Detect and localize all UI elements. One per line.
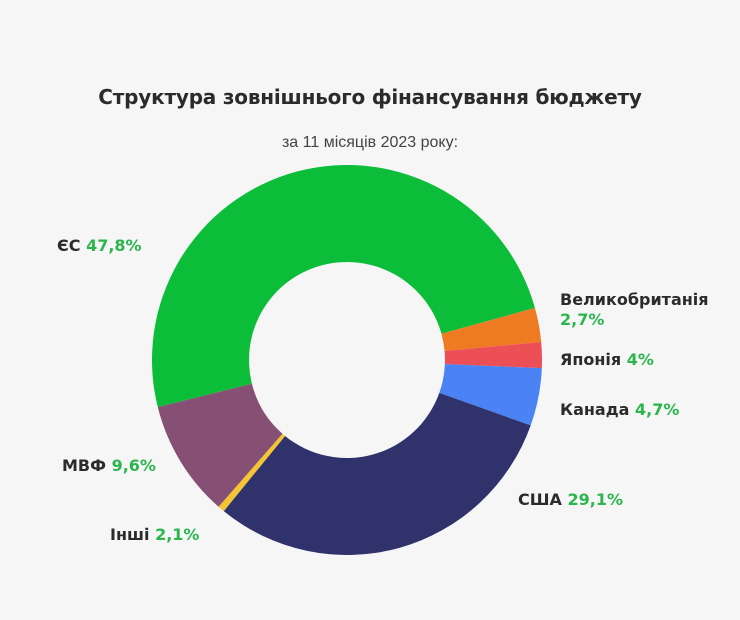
label-canada: Канада 4,7% xyxy=(560,400,679,420)
chart-subtitle: за 11 місяців 2023 року: xyxy=(281,134,459,151)
label-japan-name: Японія xyxy=(560,350,622,369)
donut-segment xyxy=(218,433,286,512)
label-canada-pct: 4,7% xyxy=(635,400,680,419)
label-japan: Японія 4% xyxy=(560,350,654,370)
label-eu-name: ЄС xyxy=(57,236,81,255)
donut-segment xyxy=(151,164,535,408)
label-uk-name: Великобританія xyxy=(560,290,709,309)
donut-segment xyxy=(444,341,543,369)
donut-segment xyxy=(439,364,542,426)
label-eu-pct: 47,8% xyxy=(86,236,142,255)
label-canada-name: Канада xyxy=(560,400,630,419)
label-usa: США 29,1% xyxy=(518,490,623,510)
label-japan-pct: 4% xyxy=(626,350,654,369)
label-eu: ЄС 47,8% xyxy=(57,236,142,256)
label-other: Інші 2,1% xyxy=(110,525,199,545)
label-usa-name: США xyxy=(518,490,562,509)
donut-segment xyxy=(441,307,542,351)
donut-segment xyxy=(223,392,531,555)
label-imf-pct: 9,6% xyxy=(111,456,156,475)
label-other-pct: 2,1% xyxy=(155,525,200,544)
donut-segment xyxy=(157,383,283,507)
label-imf: МВФ 9,6% xyxy=(62,456,156,476)
label-uk: Великобританія 2,7% xyxy=(560,290,709,330)
chart-title: Структура зовнішнього фінансування бюдже… xyxy=(98,85,642,109)
label-imf-name: МВФ xyxy=(62,456,106,475)
label-other-name: Інші xyxy=(110,525,150,544)
label-usa-pct: 29,1% xyxy=(567,490,623,509)
label-uk-pct: 2,7% xyxy=(560,310,605,329)
